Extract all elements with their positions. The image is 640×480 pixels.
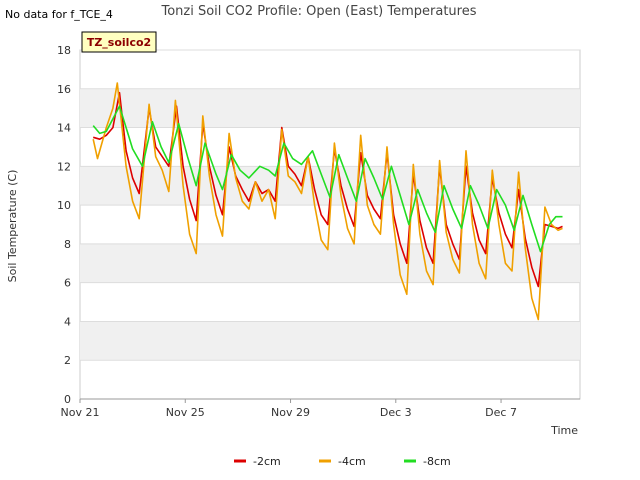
site-badge: TZ_soilco2 [81, 31, 157, 53]
y-tick-label: 14 [57, 122, 71, 135]
series-line-neg4cm [92, 82, 563, 321]
legend: -2cm -4cm -8cm [234, 455, 451, 468]
y-tick-label: 8 [64, 238, 71, 251]
legend-label: -2cm [253, 455, 281, 468]
legend-label: -4cm [338, 455, 366, 468]
x-tick-label: Nov 21 [61, 406, 100, 419]
plot-band [80, 88, 580, 128]
x-tick-label: Nov 25 [166, 406, 205, 419]
y-tick-label: 6 [64, 277, 71, 290]
x-tick-label: Dec 3 [380, 406, 412, 419]
legend-label: -8cm [423, 455, 451, 468]
chart-title: Tonzi Soil CO2 Profile: Open (East) Temp… [160, 4, 476, 19]
y-tick-label: 2 [64, 354, 71, 367]
y-tick-label: 0 [64, 393, 71, 406]
y-tick-label: 12 [57, 160, 71, 173]
y-tick-label: 16 [57, 83, 71, 96]
series-layer [92, 82, 563, 321]
plot-band [80, 243, 580, 283]
y-tick-label: 10 [57, 199, 71, 212]
y-axis: 0 2 4 6 8 10 12 14 16 18 [57, 44, 71, 406]
site-badge-box [81, 31, 157, 53]
x-tick-label: Dec 7 [485, 406, 517, 419]
y-tick-label: 18 [57, 44, 71, 57]
x-tick-label: Nov 29 [271, 406, 310, 419]
series-line-neg8cm [92, 105, 563, 253]
y-tick-label: 4 [64, 315, 71, 328]
plot-area [79, 49, 581, 400]
x-axis-label: Time [550, 424, 578, 437]
plot-band [80, 321, 580, 361]
x-axis: Nov 21 Nov 25 Nov 29 Dec 3 Dec 7 [61, 398, 580, 419]
site-badge-label: TZ_soilco2 [87, 36, 151, 49]
y-axis-label: Soil Temperature (C) [6, 170, 19, 283]
no-data-note: No data for f_TCE_4 [5, 8, 113, 21]
